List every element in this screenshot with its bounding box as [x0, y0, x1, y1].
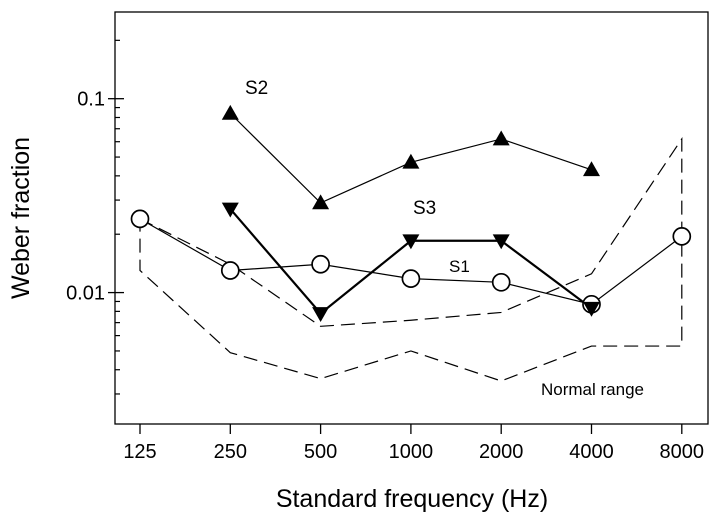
- x-tick-label: 500: [304, 441, 337, 463]
- point-s2: [492, 130, 510, 146]
- series-line-s1: [139, 218, 683, 305]
- point-s3: [402, 234, 420, 250]
- series-label-s2: S2: [245, 78, 268, 99]
- x-tick-label: 1000: [389, 441, 434, 463]
- x-tick-label: 250: [214, 441, 247, 463]
- series-label-s1: S1: [449, 257, 470, 276]
- x-tick-label: 2000: [479, 441, 524, 463]
- point-s1: [311, 254, 330, 274]
- point-s2: [312, 194, 330, 210]
- y-axis-ticks: 0.01 0.1: [66, 89, 124, 305]
- x-axis-ticks: 125 250 500 1000 2000 4000 8000: [123, 424, 704, 463]
- series-markers: [130, 104, 692, 323]
- y-tick-label: 0.01: [66, 283, 105, 305]
- point-s3: [221, 202, 239, 218]
- normal-range-outline: [139, 136, 683, 382]
- normal-range-band: [139, 136, 683, 382]
- x-axis-title: Standard frequency (Hz): [276, 485, 548, 513]
- point-s1: [672, 227, 692, 246]
- x-tick-label: 125: [123, 441, 156, 463]
- series-line-s3: [229, 208, 593, 316]
- point-s1: [491, 272, 511, 292]
- x-tick-label: 8000: [660, 441, 705, 463]
- point-s1: [220, 261, 240, 280]
- series-label-s3: S3: [413, 198, 436, 219]
- y-axis-title: Weber fraction: [7, 137, 35, 299]
- point-s2: [583, 161, 600, 177]
- point-s3: [492, 234, 510, 250]
- point-s2: [221, 104, 239, 120]
- point-s1: [401, 269, 421, 288]
- y-minor-ticks: [115, 39, 120, 395]
- point-s2: [402, 153, 420, 169]
- point-s1: [130, 209, 150, 229]
- plot-frame: [114, 11, 709, 425]
- x-tick-label: 4000: [569, 441, 614, 463]
- point-s3: [312, 307, 330, 323]
- point-s3: [583, 301, 600, 317]
- y-tick-label: 0.1: [77, 89, 105, 111]
- normal-range-label: Normal range: [541, 380, 644, 399]
